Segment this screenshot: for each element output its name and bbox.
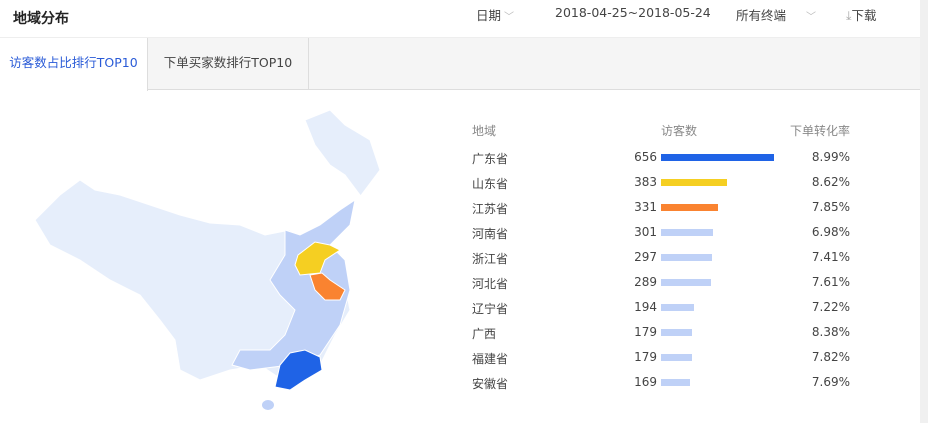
table-row: 山东省 383 8.62% bbox=[0, 175, 920, 195]
col-region: 地域 bbox=[472, 124, 497, 138]
visitor-bar bbox=[661, 304, 695, 311]
visitor-bar bbox=[661, 229, 713, 236]
visitor-bar bbox=[661, 279, 711, 286]
date-range[interactable]: 2018-04-25~2018-05-24 bbox=[555, 5, 711, 20]
visitor-bar bbox=[661, 204, 719, 211]
terminal-dropdown[interactable]: 所有终端 ﹀ bbox=[736, 5, 816, 24]
region-jiangsu bbox=[309, 272, 346, 301]
region-name: 广西 bbox=[472, 327, 497, 341]
table-row: 广东省 656 8.99% bbox=[0, 150, 920, 170]
table-row: 辽宁省 194 7.22% bbox=[0, 300, 920, 320]
region-name: 河北省 bbox=[472, 277, 509, 291]
conversion-rate: 8.38% bbox=[811, 325, 850, 339]
table-row: 广西 179 8.38% bbox=[0, 325, 920, 345]
conversion-rate: 7.69% bbox=[811, 375, 850, 389]
date-dropdown[interactable]: 日期 ﹀ bbox=[476, 5, 514, 24]
visitor-count: 194 bbox=[634, 300, 657, 314]
terminal-label: 所有终端 bbox=[736, 8, 787, 23]
table-row: 河南省 301 6.98% bbox=[0, 225, 920, 245]
tab-visitor-top10[interactable]: 访客数占比排行TOP10 bbox=[0, 38, 148, 91]
conversion-rate: 6.98% bbox=[811, 225, 850, 239]
download-icon: ⤓ bbox=[846, 8, 852, 23]
conversion-rate: 8.62% bbox=[811, 175, 850, 189]
conversion-rate: 8.99% bbox=[811, 150, 850, 164]
region-name: 江苏省 bbox=[472, 202, 509, 216]
table-row: 浙江省 297 7.41% bbox=[0, 250, 920, 270]
visitor-count: 656 bbox=[634, 150, 657, 164]
visitor-bar bbox=[661, 254, 713, 261]
tab-buyer-top10[interactable]: 下单买家数排行TOP10 bbox=[148, 38, 309, 90]
visitor-bar bbox=[661, 179, 727, 186]
download-label: 下载 bbox=[851, 8, 877, 23]
visitor-bar bbox=[661, 329, 692, 336]
visitor-bar bbox=[661, 354, 692, 361]
chevron-down-icon: ﹀ bbox=[806, 12, 817, 23]
chevron-down-icon: ﹀ bbox=[504, 12, 515, 23]
conversion-rate: 7.82% bbox=[811, 350, 850, 364]
visitor-count: 179 bbox=[634, 325, 657, 339]
visitor-count: 169 bbox=[634, 375, 657, 389]
conversion-rate: 7.41% bbox=[811, 250, 850, 264]
region-hainan bbox=[262, 400, 274, 410]
table-row: 安徽省 169 7.69% bbox=[0, 375, 920, 395]
region-name: 河南省 bbox=[472, 227, 509, 241]
download-button[interactable]: ⤓下载 bbox=[846, 5, 877, 24]
region-name: 安徽省 bbox=[472, 377, 509, 391]
region-name: 广东省 bbox=[472, 152, 509, 166]
table-row: 江苏省 331 7.85% bbox=[0, 200, 920, 220]
visitor-count: 297 bbox=[634, 250, 657, 264]
scrollbar[interactable] bbox=[920, 0, 928, 423]
region-shandong bbox=[294, 241, 341, 276]
region-name: 山东省 bbox=[472, 177, 509, 191]
conversion-rate: 7.22% bbox=[811, 300, 850, 314]
visitor-count: 179 bbox=[634, 350, 657, 364]
conversion-rate: 7.85% bbox=[811, 200, 850, 214]
tab-bar: 访客数占比排行TOP10 下单买家数排行TOP10 bbox=[0, 38, 920, 91]
china-map bbox=[34, 109, 381, 410]
table-row: 河北省 289 7.61% bbox=[0, 275, 920, 295]
header: 地域分布 日期 ﹀ 2018-04-25~2018-05-24 所有终端 ﹀ ⤓下载 bbox=[0, 0, 920, 38]
col-rate: 下单转化率 bbox=[790, 124, 851, 138]
visitor-bar bbox=[661, 154, 774, 161]
conversion-rate: 7.61% bbox=[811, 275, 850, 289]
table-row: 福建省 179 7.82% bbox=[0, 350, 920, 370]
visitor-bar bbox=[661, 379, 691, 386]
visitor-count: 301 bbox=[634, 225, 657, 239]
region-guangdong bbox=[274, 349, 323, 391]
region-name: 福建省 bbox=[472, 352, 509, 366]
visitor-count: 331 bbox=[634, 200, 657, 214]
region-name: 辽宁省 bbox=[472, 302, 509, 316]
page-title: 地域分布 bbox=[13, 11, 69, 27]
col-visitors: 访客数 bbox=[661, 124, 698, 138]
visitor-count: 289 bbox=[634, 275, 657, 289]
date-label: 日期 bbox=[476, 8, 502, 23]
visitor-count: 383 bbox=[634, 175, 657, 189]
region-name: 浙江省 bbox=[472, 252, 509, 266]
